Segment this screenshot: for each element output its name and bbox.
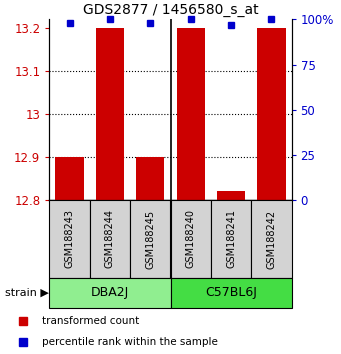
Text: transformed count: transformed count [42, 316, 139, 326]
Text: GSM188240: GSM188240 [186, 210, 196, 268]
Text: GSM188241: GSM188241 [226, 210, 236, 268]
Text: GSM188243: GSM188243 [65, 210, 75, 268]
Bar [136, 157, 164, 200]
Bar [177, 28, 205, 200]
Text: GSM188245: GSM188245 [145, 209, 155, 269]
Bar [49, 278, 170, 308]
Text: percentile rank within the sample: percentile rank within the sample [42, 337, 218, 347]
Bar [217, 192, 245, 200]
Bar [130, 200, 170, 278]
Bar [170, 278, 292, 308]
Text: strain ▶: strain ▶ [5, 288, 49, 298]
Text: C57BL6J: C57BL6J [205, 286, 257, 299]
Title: GDS2877 / 1456580_s_at: GDS2877 / 1456580_s_at [83, 3, 258, 17]
Bar [90, 200, 130, 278]
Bar [211, 200, 251, 278]
Bar [49, 200, 90, 278]
Bar [96, 28, 124, 200]
Text: DBA2J: DBA2J [91, 286, 129, 299]
Bar [257, 28, 285, 200]
Text: GSM188242: GSM188242 [266, 209, 276, 269]
Text: GSM188244: GSM188244 [105, 210, 115, 268]
Bar [56, 157, 84, 200]
Bar [251, 200, 292, 278]
Bar [170, 200, 211, 278]
